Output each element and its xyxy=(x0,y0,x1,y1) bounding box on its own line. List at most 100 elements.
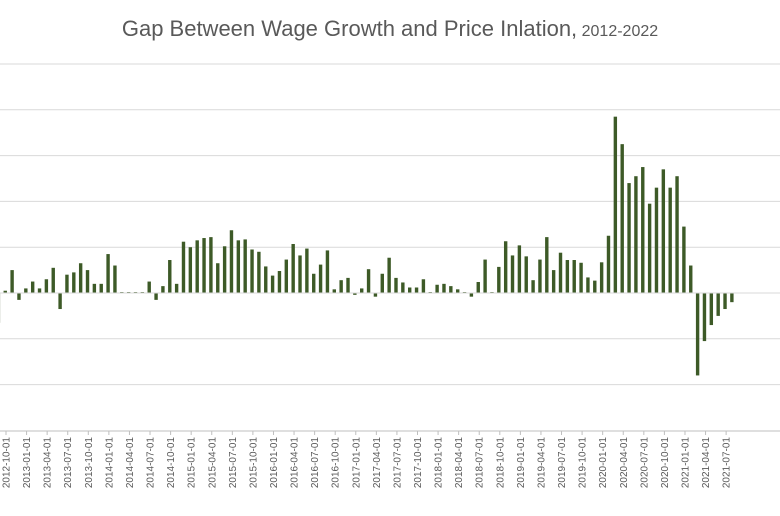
bar-2013-07 xyxy=(65,274,69,293)
bar-2016-11 xyxy=(339,280,343,293)
bar-2018-12 xyxy=(510,255,515,293)
bar-2012-12 xyxy=(17,293,21,300)
gridlines xyxy=(0,63,780,386)
chart-title: Gap Between Wage Growth and Price Inlati… xyxy=(0,16,780,42)
bar-2015-02 xyxy=(195,240,199,293)
bar-2019-03 xyxy=(531,280,535,293)
bar-2013-11 xyxy=(92,283,97,293)
bar-2017-01 xyxy=(353,293,357,295)
bar-2013-10 xyxy=(85,270,90,293)
x-tick-label: 2013-04-01 xyxy=(43,437,54,489)
x-tick-label: 2012-10-01 xyxy=(2,437,13,489)
x-tick-label: 2021-04-01 xyxy=(701,437,712,489)
x-tick-label: 2016-07-01 xyxy=(310,437,321,489)
bar-2013-03 xyxy=(37,288,42,293)
bar-2019-10 xyxy=(579,262,583,293)
bar-2020-10 xyxy=(661,169,666,293)
bar-2019-01 xyxy=(517,245,522,293)
bar-2014-10 xyxy=(168,260,172,293)
bar-2019-06 xyxy=(551,270,556,293)
bar-2013-08 xyxy=(72,272,76,293)
bar-2014-01 xyxy=(106,254,110,293)
bar-2018-11 xyxy=(503,241,508,293)
bar-2019-12 xyxy=(593,280,597,293)
bar-2013-04 xyxy=(44,279,49,293)
bar-2020-01 xyxy=(599,262,604,293)
bar-2014-09 xyxy=(161,286,165,293)
bar-2020-02 xyxy=(606,235,611,293)
bar-2021-01 xyxy=(682,226,686,293)
bar-2021-08 xyxy=(730,293,734,303)
bar-2013-12 xyxy=(99,283,103,293)
bar-2015-11 xyxy=(257,251,261,293)
bar-2020-05 xyxy=(627,183,631,293)
bar-2018-10 xyxy=(497,266,501,293)
bar-2012-10 xyxy=(3,290,7,293)
x-tick-label: 2020-01-01 xyxy=(598,437,609,489)
bar-2016-09 xyxy=(325,250,330,293)
bar-2021-07 xyxy=(723,293,727,310)
bar-2019-02 xyxy=(524,256,528,293)
bar-2017-02 xyxy=(360,288,364,293)
bar-2014-11 xyxy=(174,283,179,293)
bar-2015-12 xyxy=(264,266,268,293)
bar-2016-12 xyxy=(346,277,350,293)
bar-2015-06 xyxy=(222,246,227,293)
bar-2014-12 xyxy=(181,241,186,293)
bar-2018-03 xyxy=(449,286,453,293)
x-tick-labels: 2012-10-01 2013-01-01 2013-04-01 2013-07-01… xyxy=(2,431,733,488)
bar-2016-08 xyxy=(318,264,323,293)
bar-2021-04 xyxy=(702,293,707,342)
x-tick-label: 2018-10-01 xyxy=(495,437,506,489)
bar-2016-04 xyxy=(291,243,295,293)
bar-2018-06 xyxy=(469,293,474,297)
x-tick-label: 2020-10-01 xyxy=(660,437,671,489)
bar-2015-01 xyxy=(188,247,193,293)
bar-2013-01 xyxy=(24,288,28,293)
bar-2017-06 xyxy=(387,257,391,293)
bar-2015-09 xyxy=(243,239,247,293)
bar-2019-11 xyxy=(586,277,590,293)
x-tick-label: 2017-10-01 xyxy=(413,437,424,489)
bar-2020-07 xyxy=(641,167,645,293)
bar-2021-03 xyxy=(695,293,700,376)
bar-2017-10 xyxy=(414,287,419,293)
x-tick-label: 2020-04-01 xyxy=(619,437,630,489)
bar-2018-08 xyxy=(483,259,487,293)
bar-2020-08 xyxy=(647,203,652,293)
bar-2015-03 xyxy=(202,238,206,293)
bar-2019-08 xyxy=(565,260,570,293)
x-tick-label: 2015-07-01 xyxy=(228,437,239,489)
bar-2016-10 xyxy=(332,289,336,293)
x-tick-label: 2019-01-01 xyxy=(516,437,527,489)
bar-2017-11 xyxy=(421,279,426,293)
x-tick-label: 2014-04-01 xyxy=(125,437,136,489)
x-tick-label: 2014-01-01 xyxy=(104,437,115,489)
bar-2016-01 xyxy=(270,275,275,293)
bar-2014-07 xyxy=(147,281,151,293)
x-tick-label: 2016-01-01 xyxy=(269,437,280,489)
bar-2020-12 xyxy=(675,176,679,293)
bar-2020-09 xyxy=(654,187,659,293)
bar-2017-04 xyxy=(373,293,378,297)
x-tick-label: 2015-04-01 xyxy=(207,437,218,489)
bar-2017-07 xyxy=(394,277,398,293)
x-tick-label: 2020-07-01 xyxy=(639,437,650,489)
x-tick-label: 2015-01-01 xyxy=(187,437,198,489)
bar-2013-02 xyxy=(30,281,35,293)
bar-2016-05 xyxy=(298,255,302,293)
bar-2014-08 xyxy=(154,293,158,300)
bar-2016-06 xyxy=(305,248,309,293)
bar-2015-08 xyxy=(236,240,241,293)
x-tick-label: 2014-10-01 xyxy=(166,437,177,489)
bar-2016-07 xyxy=(312,273,316,293)
bar-2020-03 xyxy=(613,116,618,293)
x-tick-label: 2016-10-01 xyxy=(331,437,342,489)
bar-2021-05 xyxy=(709,293,714,326)
x-tick-label: 2019-04-01 xyxy=(536,437,547,489)
bars xyxy=(0,116,734,376)
x-tick-label: 2018-07-01 xyxy=(475,437,486,489)
bar-2014-02 xyxy=(113,265,117,293)
bar-2019-04 xyxy=(538,259,542,293)
